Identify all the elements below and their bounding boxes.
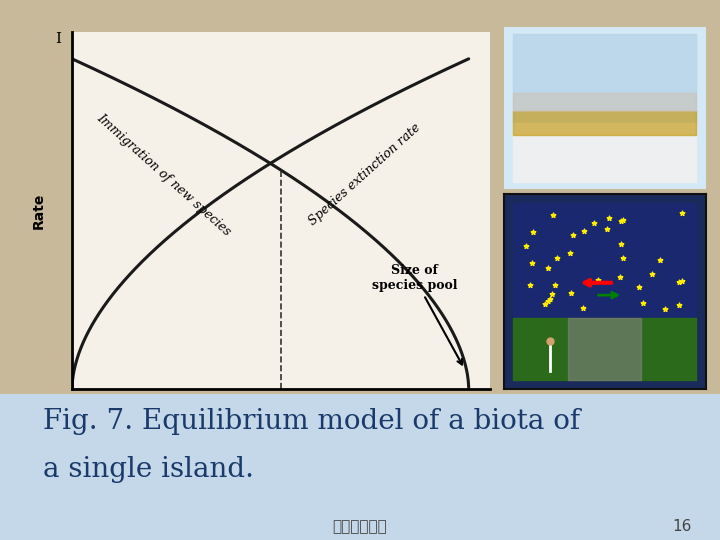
Text: Immigration of new species: Immigration of new species <box>94 111 233 239</box>
Point <box>614 273 626 281</box>
Text: Rate: Rate <box>32 192 45 229</box>
Point <box>616 217 627 226</box>
Text: I: I <box>55 32 62 46</box>
Text: 生物保育策略: 生物保育策略 <box>333 519 387 534</box>
Text: $P$: $P$ <box>463 400 474 415</box>
Point <box>601 225 613 234</box>
Point <box>616 240 627 248</box>
Point <box>676 209 688 218</box>
Point <box>526 259 538 267</box>
Point <box>646 269 657 278</box>
Point <box>673 301 685 309</box>
Point <box>546 211 558 219</box>
Point <box>592 276 603 285</box>
Text: $\hat{S}$: $\hat{S}$ <box>275 400 287 421</box>
Point <box>617 254 629 262</box>
Point <box>542 264 554 273</box>
Point <box>524 280 536 289</box>
Text: Species extinction rate: Species extinction rate <box>306 122 423 228</box>
Text: 16: 16 <box>672 519 691 534</box>
Text: Fig. 7. Equilibrium model of a biota of: Fig. 7. Equilibrium model of a biota of <box>43 408 580 435</box>
Point <box>542 296 554 305</box>
Point <box>552 253 563 262</box>
Point <box>634 282 645 291</box>
Point <box>546 290 558 299</box>
Point <box>603 214 615 222</box>
Point <box>539 300 551 308</box>
Point <box>578 227 590 235</box>
Point <box>577 304 588 313</box>
Point <box>660 305 671 314</box>
Point <box>618 215 629 224</box>
Point <box>520 242 531 251</box>
Point <box>527 228 539 237</box>
Point <box>567 231 578 239</box>
Point <box>588 218 599 227</box>
Point <box>673 278 685 286</box>
Point <box>654 256 665 265</box>
Text: a single island.: a single island. <box>43 456 254 483</box>
Point <box>545 294 557 303</box>
Text: No. species present: No. species present <box>212 424 350 438</box>
Point <box>637 299 649 307</box>
Point <box>564 248 576 257</box>
Point <box>564 289 576 298</box>
Point <box>677 277 688 286</box>
Point <box>549 281 561 290</box>
Text: Size of
species pool: Size of species pool <box>372 264 462 364</box>
